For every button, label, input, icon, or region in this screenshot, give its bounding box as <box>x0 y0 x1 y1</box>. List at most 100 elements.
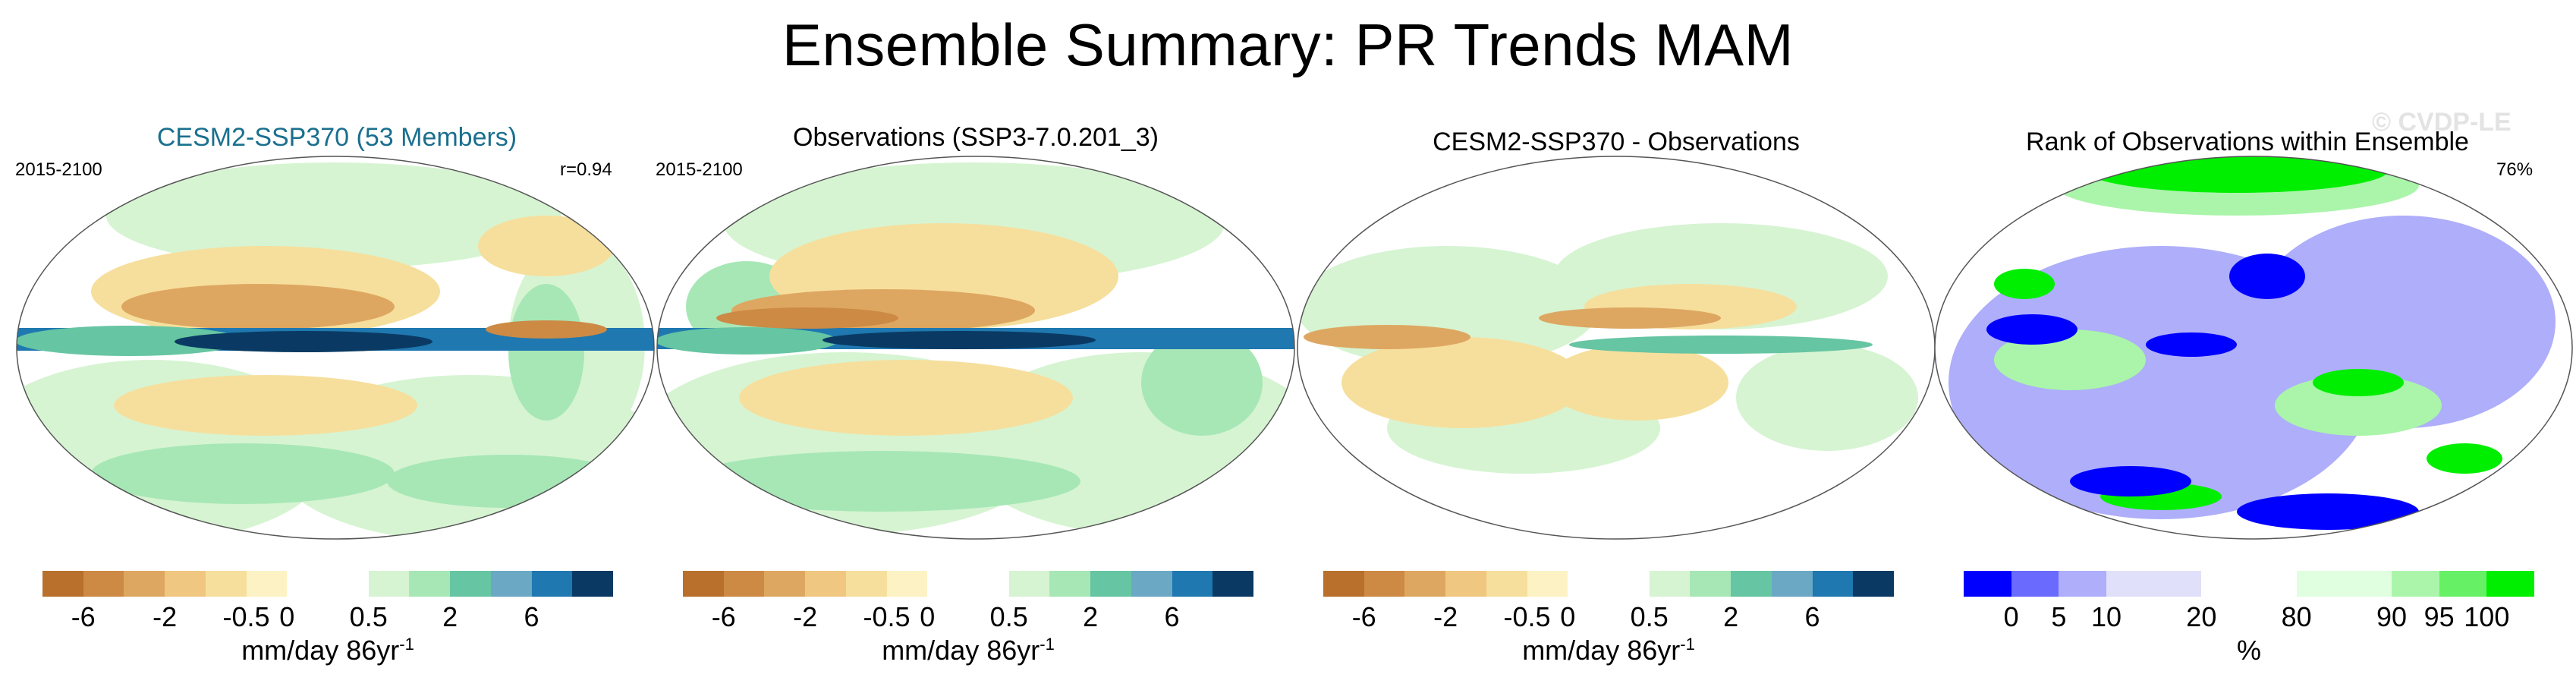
colorbar-3-tick: 6 <box>1804 601 1820 632</box>
colorbar-segment <box>1853 571 1895 597</box>
colorbar-3 <box>1323 571 1895 597</box>
colorbar-segment <box>1527 571 1568 597</box>
map-svg <box>656 156 1295 540</box>
colorbar-segment <box>2059 571 2107 597</box>
brown-region <box>716 307 898 329</box>
colorbar-3-tick: -6 <box>1351 601 1376 632</box>
colorbar-1-tick: -6 <box>71 601 96 632</box>
colorbar-segment <box>2439 571 2487 597</box>
tan-region <box>1304 307 1721 349</box>
colorbar-2-tick: -2 <box>793 601 818 632</box>
colorbar-segment <box>1131 571 1172 597</box>
colorbar-segment <box>1445 571 1486 597</box>
colorbar-segment <box>368 571 410 597</box>
panel-1-correlation: r=0.94 <box>560 159 612 180</box>
colorbar-3-tick: 0.5 <box>1630 601 1669 632</box>
panel-4-percent: 76% <box>2496 159 2534 180</box>
colorbar-2-tick: 6 <box>1164 601 1180 632</box>
colorbar-segment <box>1568 571 1609 597</box>
colorbar-2-unit: mm/day 86yr-1 <box>882 635 1055 666</box>
colorbar-3-tick: -2 <box>1433 601 1458 632</box>
colorbar-segment <box>2153 571 2202 597</box>
colorbar-segment <box>968 571 1009 597</box>
colorbar-segment <box>1049 571 1091 597</box>
colorbar-1-unit: mm/day 86yr-1 <box>241 635 414 666</box>
colorbar-1-tick: 0.5 <box>349 601 388 632</box>
teal-region <box>1569 336 1873 354</box>
colorbar-1-tick: 6 <box>524 601 539 632</box>
colorbar-segment <box>723 571 765 597</box>
rank-blue-region <box>1986 254 2419 530</box>
colorbar-1-tick: 0 <box>279 601 295 632</box>
colorbar-segment <box>42 571 83 597</box>
colorbar-2-tick: 0.5 <box>989 601 1028 632</box>
colorbar-4-tick: 100 <box>2464 601 2510 632</box>
colorbar-4-tick: 90 <box>2376 601 2408 632</box>
colorbar-4-tick: 20 <box>2186 601 2217 632</box>
tan-region <box>121 284 395 329</box>
colorbar-segment <box>83 571 124 597</box>
colorbar-segment <box>1486 571 1527 597</box>
colorbar-segment <box>764 571 806 597</box>
colorbar-segment <box>165 571 206 597</box>
green-mid-region <box>91 284 630 508</box>
colorbar-segment <box>927 571 969 597</box>
colorbar-3-tick: 2 <box>1723 601 1739 632</box>
figure-title: Ensemble Summary: PR Trends MAM <box>782 11 1794 78</box>
panel-4-title: Rank of Observations within Ensemble <box>2026 128 2469 156</box>
colorbar-segment <box>572 571 614 597</box>
colorbar-segment <box>1731 571 1772 597</box>
navy-region <box>822 331 1096 349</box>
colorbar-1-tick: -2 <box>153 601 178 632</box>
map-svg <box>1297 156 1936 540</box>
colorbar-segment <box>409 571 451 597</box>
colorbar-segment <box>205 571 247 597</box>
colorbar-4-tick: 80 <box>2281 601 2312 632</box>
colorbar-segment <box>1964 571 2011 597</box>
colorbar-segment <box>1323 571 1364 597</box>
colorbar-4-tick: 10 <box>2090 601 2122 632</box>
colorbar-2-tick: 0 <box>920 601 936 632</box>
colorbar-2 <box>683 571 1254 597</box>
colorbar-segment <box>531 571 573 597</box>
watermark: © CVDP-LE <box>2372 108 2512 137</box>
colorbar-2-tick: -6 <box>711 601 736 632</box>
colorbar-segment <box>1172 571 1213 597</box>
colorbar-segment <box>886 571 928 597</box>
colorbar-segment <box>450 571 491 597</box>
colorbar-segment <box>1363 571 1405 597</box>
brown-region <box>486 320 607 339</box>
colorbar-4-unit: % <box>2236 635 2262 666</box>
panel-1-period: 2015-2100 <box>15 159 102 180</box>
colorbar-segment <box>683 571 724 597</box>
colorbar-segment <box>2106 571 2154 597</box>
colorbar-segment <box>805 571 846 597</box>
colorbar-4 <box>1964 571 2535 597</box>
colorbar-segment <box>1008 571 1050 597</box>
colorbar-segment <box>2011 571 2059 597</box>
colorbar-3-tick: -0.5 <box>1503 601 1551 632</box>
teal-region <box>657 327 838 355</box>
colorbar-segment <box>124 571 165 597</box>
map-rank <box>1933 155 2574 540</box>
map-svg <box>16 156 655 540</box>
colorbar-segment <box>2344 571 2392 597</box>
colorbar-segment <box>2486 571 2535 597</box>
colorbar-segment <box>2296 571 2345 597</box>
map-observations-trend <box>656 155 1296 540</box>
colorbar-segment <box>1404 571 1446 597</box>
colorbar-3-tick: 0 <box>1560 601 1576 632</box>
colorbar-1-tick: -0.5 <box>222 601 270 632</box>
colorbar-segment <box>287 571 329 597</box>
colorbar-segment <box>2201 571 2250 597</box>
navy-region <box>175 331 432 352</box>
colorbar-1-tick: 2 <box>442 601 458 632</box>
colorbar-segment <box>2392 571 2439 597</box>
map-model-trend <box>15 155 656 540</box>
colorbar-4-tick: 0 <box>2003 601 2019 632</box>
colorbar-segment <box>2249 571 2297 597</box>
panel-3-title: CESM2-SSP370 - Observations <box>1433 128 1800 156</box>
colorbar-segment <box>1213 571 1254 597</box>
colorbar-segment <box>328 571 369 597</box>
colorbar-2-tick: -0.5 <box>863 601 911 632</box>
